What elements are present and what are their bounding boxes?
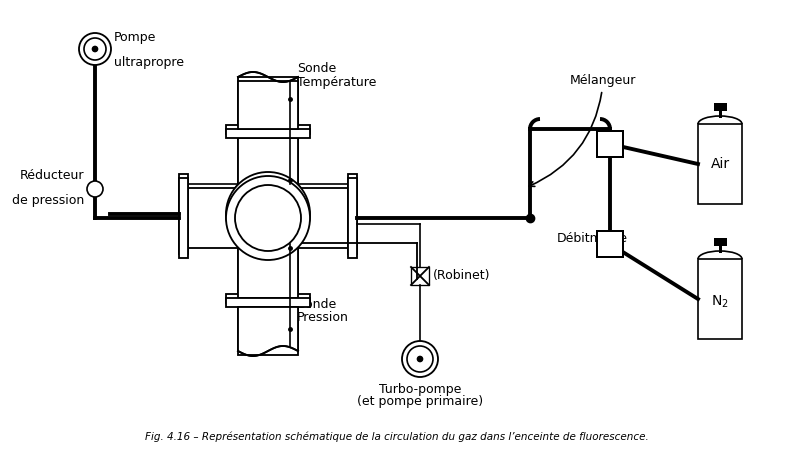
Bar [189, 185, 347, 243]
Text: Turbo-pompe: Turbo-pompe [379, 383, 461, 396]
Text: Réducteur: Réducteur [20, 169, 84, 182]
Text: Débitmètre: Débitmètre [557, 232, 627, 245]
Circle shape [402, 341, 438, 377]
Bar [226, 298, 310, 307]
Text: N$_2$: N$_2$ [711, 294, 729, 310]
Circle shape [84, 38, 106, 60]
Bar [698, 259, 742, 339]
Bar [226, 129, 310, 138]
Text: (et pompe primaire): (et pompe primaire) [357, 395, 483, 408]
Text: Pompe: Pompe [114, 31, 156, 44]
Circle shape [226, 172, 310, 256]
Bar [715, 239, 725, 244]
Bar [188, 184, 348, 244]
Text: Pression: Pression [297, 311, 349, 324]
Circle shape [79, 33, 111, 65]
Circle shape [235, 185, 301, 251]
Bar [238, 303, 298, 351]
Circle shape [226, 176, 310, 260]
Circle shape [407, 346, 433, 372]
Bar [411, 267, 429, 285]
Text: Mélangeur: Mélangeur [530, 74, 636, 187]
Bar [238, 77, 298, 125]
Bar [226, 294, 310, 303]
Bar [597, 131, 623, 157]
Text: (Robinet): (Robinet) [433, 270, 491, 282]
Circle shape [235, 181, 301, 247]
Bar [238, 134, 298, 294]
Bar [238, 138, 298, 298]
Text: Sonde: Sonde [297, 298, 336, 311]
Bar [226, 125, 310, 134]
Bar [179, 178, 188, 258]
Circle shape [226, 172, 310, 256]
Bar [239, 185, 297, 243]
Text: Sonde: Sonde [297, 62, 336, 75]
Bar [348, 178, 357, 258]
Text: Fig. 4.16 – Représentation schématique de la circulation du gaz dans l’enceinte : Fig. 4.16 – Représentation schématique d… [145, 431, 649, 442]
Text: de pression: de pression [12, 194, 84, 207]
Bar [179, 174, 188, 254]
Circle shape [92, 46, 98, 51]
Circle shape [418, 356, 422, 361]
Bar [597, 231, 623, 257]
Bar [698, 124, 742, 204]
Bar [348, 174, 357, 254]
Bar [188, 188, 348, 248]
Text: Température: Température [297, 76, 376, 89]
Bar [238, 307, 298, 355]
Bar [715, 104, 725, 109]
Text: Air: Air [711, 157, 730, 171]
Bar [238, 81, 298, 129]
Circle shape [235, 181, 301, 247]
Text: ultrapropre: ultrapropre [114, 56, 184, 69]
Circle shape [87, 181, 103, 197]
